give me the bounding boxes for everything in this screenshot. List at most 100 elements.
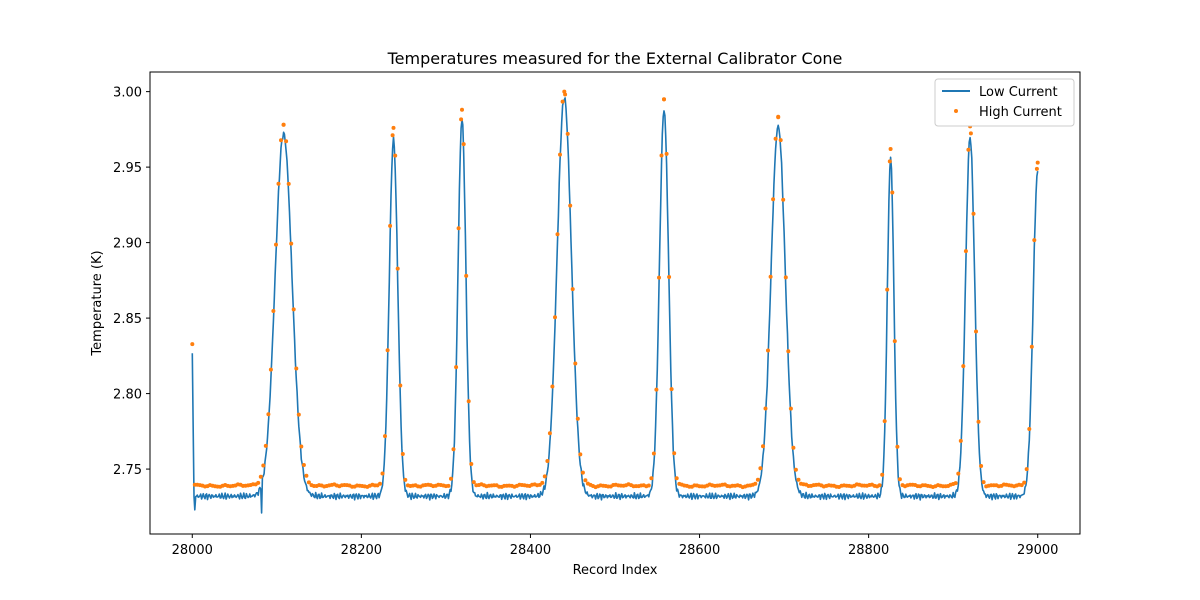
data-point bbox=[306, 480, 311, 485]
data-point bbox=[471, 480, 476, 485]
chart-title: Temperatures measured for the External C… bbox=[387, 49, 843, 68]
data-point bbox=[545, 459, 550, 463]
data-point bbox=[565, 131, 570, 136]
data-point bbox=[974, 329, 978, 334]
data-point bbox=[553, 315, 557, 320]
y-tick-label: 2.80 bbox=[113, 388, 142, 403]
x-tick-label: 28800 bbox=[848, 543, 889, 558]
y-tick-label: 3.00 bbox=[113, 86, 142, 101]
data-point bbox=[981, 480, 986, 485]
data-point bbox=[451, 447, 456, 452]
data-point bbox=[793, 467, 798, 472]
x-tick-label: 29000 bbox=[1017, 543, 1058, 558]
x-tick-label: 28200 bbox=[341, 543, 382, 558]
data-point bbox=[393, 153, 398, 158]
data-point bbox=[778, 138, 783, 143]
data-point bbox=[542, 474, 547, 479]
data-point bbox=[383, 434, 387, 439]
data-point bbox=[281, 122, 286, 127]
data-point bbox=[274, 242, 278, 247]
data-point bbox=[657, 275, 661, 280]
data-point bbox=[1035, 160, 1040, 165]
x-tick-label: 28000 bbox=[172, 543, 213, 558]
data-point bbox=[669, 387, 674, 392]
plot-area bbox=[190, 89, 1040, 514]
data-point bbox=[781, 197, 786, 202]
data-point bbox=[654, 387, 659, 392]
data-point bbox=[755, 477, 760, 482]
data-point bbox=[540, 480, 545, 485]
data-point bbox=[877, 483, 882, 488]
y-axis-label: Temperature (K) bbox=[90, 250, 105, 356]
data-point bbox=[446, 483, 451, 488]
data-point bbox=[674, 476, 679, 481]
data-point bbox=[786, 349, 791, 354]
data-point bbox=[550, 384, 555, 389]
data-point bbox=[882, 419, 887, 424]
data-point bbox=[276, 181, 281, 186]
data-point bbox=[461, 142, 466, 147]
data-point bbox=[398, 383, 403, 388]
data-point bbox=[887, 159, 892, 164]
legend-high-current-label: High Current bbox=[979, 105, 1062, 120]
data-point bbox=[667, 275, 672, 279]
data-point bbox=[469, 462, 474, 466]
series-high-current-points bbox=[190, 89, 1040, 490]
x-axis-label: Record Index bbox=[573, 563, 658, 578]
data-point bbox=[763, 406, 768, 411]
data-point bbox=[580, 470, 585, 475]
data-point bbox=[888, 147, 893, 151]
data-point bbox=[961, 364, 966, 369]
data-point bbox=[646, 483, 651, 488]
data-point bbox=[958, 438, 963, 443]
data-point bbox=[953, 481, 958, 486]
data-point bbox=[1024, 467, 1029, 472]
data-point bbox=[568, 203, 573, 208]
data-point bbox=[570, 287, 575, 292]
data-point bbox=[268, 367, 273, 372]
data-point bbox=[773, 136, 778, 141]
data-point bbox=[963, 249, 968, 254]
data-point bbox=[776, 115, 781, 120]
data-point bbox=[460, 107, 464, 112]
legend-high-current-swatch bbox=[954, 109, 958, 113]
data-point bbox=[892, 339, 897, 344]
y-tick-label: 2.85 bbox=[113, 312, 142, 327]
data-point bbox=[190, 342, 195, 347]
data-point bbox=[672, 451, 677, 456]
data-point bbox=[979, 464, 984, 468]
y-tick-label: 2.75 bbox=[113, 463, 142, 478]
x-tick-label: 28400 bbox=[510, 543, 551, 558]
data-point bbox=[266, 412, 271, 417]
x-tick-label: 28600 bbox=[679, 543, 720, 558]
y-axis: 2.75 2.80 2.85 2.90 2.95 3.00 bbox=[113, 86, 150, 478]
data-point bbox=[1034, 166, 1039, 171]
data-point bbox=[261, 463, 266, 468]
data-point bbox=[291, 307, 296, 312]
data-point bbox=[890, 190, 895, 195]
data-point bbox=[664, 151, 669, 156]
data-point bbox=[897, 477, 902, 482]
data-point bbox=[758, 466, 763, 471]
data-point bbox=[968, 131, 973, 136]
data-point bbox=[289, 241, 294, 246]
data-point bbox=[286, 181, 291, 186]
data-point bbox=[466, 399, 471, 404]
data-point bbox=[560, 99, 565, 104]
data-point bbox=[395, 266, 400, 271]
data-point bbox=[449, 476, 453, 481]
data-point bbox=[258, 474, 263, 479]
data-point bbox=[583, 478, 588, 483]
data-point bbox=[880, 472, 885, 477]
data-point bbox=[456, 226, 461, 231]
data-point bbox=[1022, 480, 1027, 485]
data-point bbox=[263, 443, 268, 448]
y-tick-label: 2.95 bbox=[113, 161, 142, 176]
data-point bbox=[971, 211, 976, 216]
data-point bbox=[299, 444, 304, 449]
data-point bbox=[1027, 427, 1032, 431]
data-point bbox=[771, 197, 776, 202]
data-point bbox=[385, 348, 390, 353]
data-point bbox=[578, 452, 583, 457]
